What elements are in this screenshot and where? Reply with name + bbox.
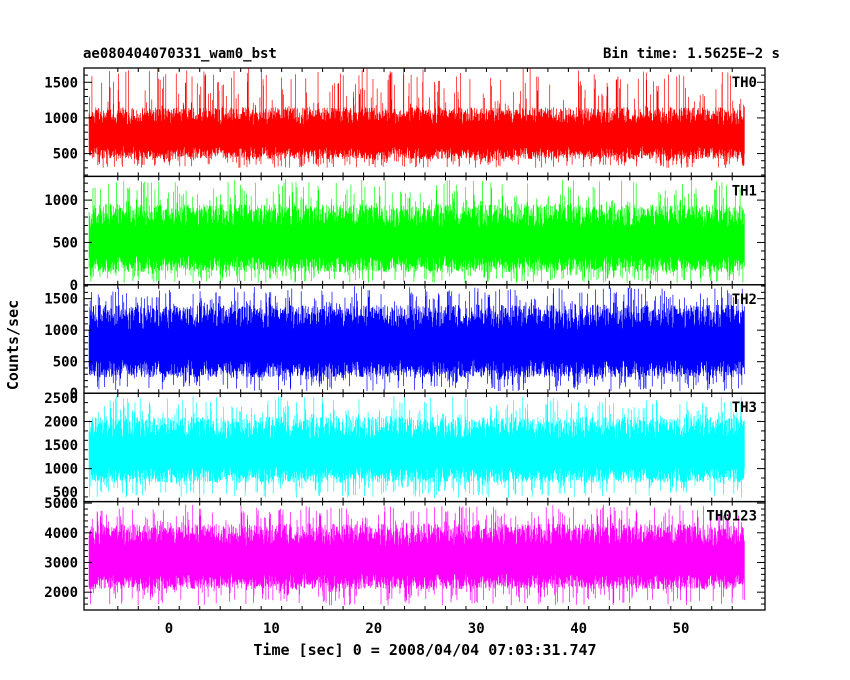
- bin-time-label: Bin time: 1.5625E−2 s: [603, 46, 780, 62]
- y-tick-label: 500: [53, 235, 78, 251]
- panel-th1: 0 500 1000 TH1: [44, 175, 766, 294]
- y-tick-label: 2500: [44, 391, 78, 407]
- panel-label-th2: TH2: [732, 292, 757, 308]
- y-tick-label: 500: [53, 147, 78, 163]
- series-line-th3: [88, 395, 745, 498]
- y-tick-label: 2000: [44, 585, 78, 601]
- panels-group: 500 1000 1500 TH0 0 500 1000 TH1 0 500 1000 1500 TH2…: [44, 67, 766, 611]
- y-tick-label: 1500: [44, 292, 78, 308]
- x-tick-label: 10: [263, 621, 280, 637]
- y-tick-label: 0: [70, 386, 78, 402]
- series-line-th0: [88, 68, 745, 168]
- x-tick-label: 30: [468, 621, 485, 637]
- panel-th0123: 2000 3000 4000 5000 TH0123: [44, 496, 766, 611]
- panel-frame: [83, 500, 766, 611]
- x-tick-label: 40: [570, 621, 587, 637]
- y-tick-label: 1000: [44, 323, 78, 339]
- y-tick-label: 1500: [44, 75, 78, 91]
- plot-title-left: ae080404070331_wam0_bst: [83, 46, 277, 62]
- y-tick-label: 4000: [44, 526, 78, 542]
- series-line-th0123: [88, 504, 745, 606]
- series-line-th1: [88, 179, 745, 283]
- panel-th3: 500 1000 1500 2000 2500 TH3: [44, 391, 766, 503]
- y-tick-label: 2000: [44, 414, 78, 430]
- y-tick-label: 1000: [44, 462, 78, 478]
- panel-label-th0: TH0: [732, 75, 757, 91]
- y-tick-label: 1500: [44, 438, 78, 454]
- y-tick-label: 3000: [44, 555, 78, 571]
- panel-th0: 500 1000 1500 TH0: [44, 67, 766, 178]
- y-tick-label: 0: [70, 278, 78, 294]
- panel-label-th0123: TH0123: [706, 509, 757, 525]
- x-axis-label: Time [sec] 0 = 2008/04/04 07:03:31.747: [253, 641, 596, 659]
- y-tick-label: 5000: [44, 496, 78, 512]
- y-axis-label: Counts/sec: [4, 300, 22, 390]
- x-tick-label: 0: [165, 621, 173, 637]
- x-tick-label: 50: [673, 621, 690, 637]
- x-tick-label: 20: [365, 621, 382, 637]
- panel-th2: 0 500 1000 1500 TH2: [44, 284, 766, 402]
- panel-label-th1: TH1: [732, 183, 757, 199]
- series-line-th2: [88, 286, 745, 392]
- panel-label-th3: TH3: [732, 400, 757, 416]
- y-tick-label: 1000: [44, 193, 78, 209]
- y-tick-label: 500: [53, 485, 78, 501]
- x-axis: 0 10 20 30 40 50: [165, 621, 690, 637]
- y-tick-label: 1000: [44, 111, 78, 127]
- y-tick-label: 500: [53, 355, 78, 371]
